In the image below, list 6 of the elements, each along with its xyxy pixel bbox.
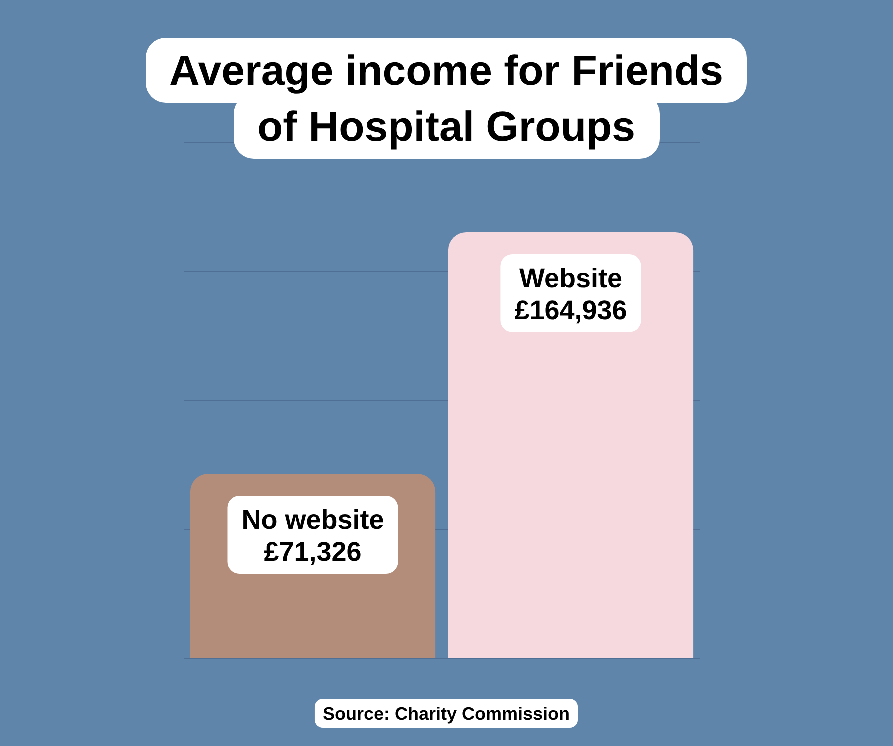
x-tick-label: Website [519,263,623,294]
source-note: Source: Charity Commission [322,704,570,724]
x-tick-label: No website [242,504,384,535]
data-label: £164,936 [514,295,628,326]
chart-title: Average income for Friends of Hospital Groups [170,47,724,150]
data-label: £71,326 [264,536,362,567]
